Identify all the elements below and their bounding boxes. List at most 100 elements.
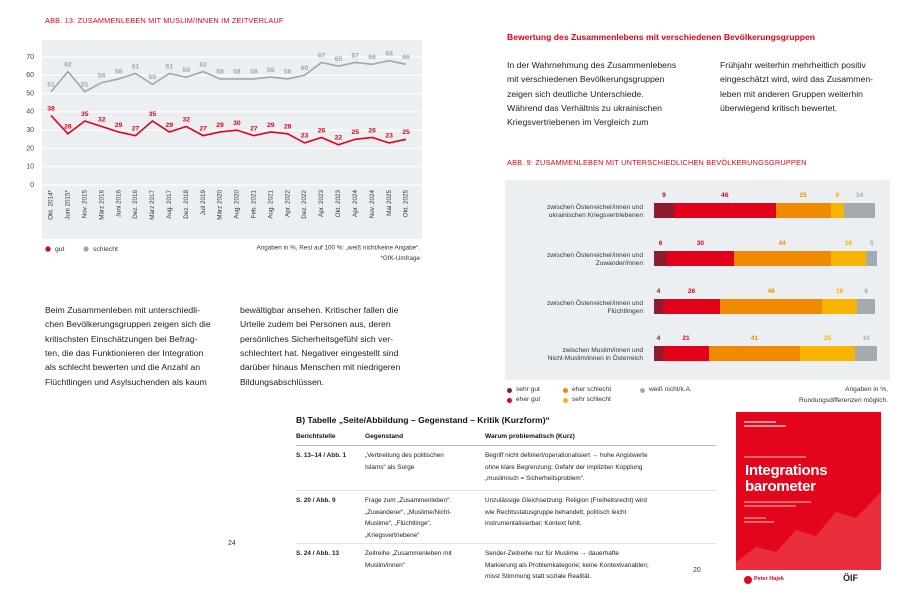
body-text: leben mit anderen Gruppen weiterhin (720, 88, 863, 99)
x-tick-label: März 2017 (149, 190, 156, 220)
data-label: 62 (199, 61, 207, 68)
data-label: 23 (385, 133, 393, 140)
data-label: 5 (869, 240, 874, 247)
body-text: überwiegend kritisch bewertet. (720, 102, 838, 113)
data-label: 66 (402, 54, 410, 61)
body-text: Bildungsabschlüssen. (240, 376, 325, 387)
category-label: zwischen Österreicher/innen und ukrainis… (546, 204, 643, 219)
cover-publisher: Peter Hajek (754, 576, 784, 582)
body-text: kritischsten Einschätzungen bei Befrag- (45, 333, 198, 344)
x-tick-label: Juni 2015* (65, 189, 72, 219)
data-label: 29 (166, 122, 174, 129)
data-label: 25 (799, 192, 807, 199)
data-label: 59 (267, 67, 275, 74)
cover-graphic (736, 492, 881, 570)
body-text: zeigen sich deutliche Unterschiede. (507, 88, 644, 99)
x-tick-label: Apr. 2023 (318, 190, 325, 217)
data-label: 38 (47, 105, 55, 112)
x-tick-label: Aug. 2020 (234, 190, 241, 219)
data-line (50, 59, 407, 93)
table-cell: Muslime“, „Flüchtlinge“, (365, 520, 432, 527)
table-cell: instrumentalisierbar; Kontext fehlt. (485, 520, 582, 527)
data-label: 27 (199, 125, 207, 132)
data-label: 26 (318, 127, 326, 134)
data-label: 16 (835, 288, 844, 295)
bar-segment (654, 346, 663, 361)
data-label: 58 (216, 69, 224, 76)
table-cell: Sender-Zeitreihe nur für Muslime → dauer… (485, 550, 619, 557)
bar-segment (720, 299, 822, 314)
data-label: 6 (835, 192, 840, 199)
body-text: darüber hinaus Menschen mit niedrigeren (240, 362, 401, 373)
data-label: 32 (182, 116, 190, 123)
table-cell: S. 20 / Abb. 9 (296, 497, 336, 504)
legend-marker (507, 398, 512, 403)
body-text: Kriegsvertriebenen im Vergleich zum (507, 117, 649, 128)
data-label: 21 (682, 335, 690, 342)
body-text: Während das Verhältnis zu ukrainischen (507, 102, 663, 113)
x-tick-label: Dez. 2016 (132, 190, 139, 219)
data-label: 22 (335, 135, 343, 142)
data-label: 59 (182, 67, 190, 74)
body-text: Frühjahr weiterhin mehrheitlich positiv (720, 60, 866, 70)
legend-label: gut (55, 246, 65, 253)
data-label: 68 (385, 50, 393, 57)
legend-label: sehr gut (516, 386, 540, 393)
chart-note: Rundungsdifferenzen möglich. (799, 396, 888, 404)
bar-segment (654, 299, 663, 314)
data-label: 25 (352, 129, 360, 136)
bar-segment (857, 299, 875, 314)
legend-label: weiß nicht/k.A. (649, 386, 692, 393)
bar-segment (654, 203, 674, 218)
data-label: 61 (166, 63, 174, 70)
data-label: 29 (216, 122, 224, 129)
data-label: 58 (233, 69, 241, 76)
cover-partner: ÖIF (843, 573, 858, 583)
x-tick-label: Mai 2025 (386, 190, 393, 216)
legend-label: sehr schlecht (572, 396, 611, 403)
data-label: 29 (115, 122, 123, 129)
y-tick-label: 30 (26, 127, 34, 134)
bar-segment (662, 346, 710, 361)
table-cell: misst Stimmung statt soziale Realität. (485, 573, 592, 580)
data-label: 8 (864, 288, 868, 295)
y-tick-label: 50 (26, 90, 34, 97)
legend-marker (563, 388, 568, 393)
publisher-logo (744, 576, 752, 584)
cover-footer (736, 570, 881, 590)
x-tick-label: Nov. 2015 (81, 190, 88, 219)
data-label: 28 (64, 124, 72, 131)
bar-segment (709, 346, 800, 361)
table-header: Warum problematisch (Kurz) (485, 433, 575, 440)
data-label: 62 (64, 61, 72, 68)
data-label: 46 (767, 288, 775, 295)
legend-label: eher schlecht (572, 386, 612, 393)
bar-segment (662, 299, 721, 314)
table-cell: S. 24 / Abb. 13 (296, 550, 340, 557)
data-label: 25 (823, 335, 832, 342)
data-label: 32 (98, 116, 106, 123)
x-tick-label: Juli 2019 (200, 190, 207, 216)
table-cell: Zeitreihe „Zusammenleben mit (365, 550, 452, 557)
table-cell: Frage zum „Zusammenleben“: (365, 497, 451, 504)
data-label: 26 (368, 127, 376, 134)
body-text: Flüchtlingen und Asylsuchenden als kaum (45, 376, 207, 387)
data-label: 65 (335, 56, 343, 63)
data-label: 56 (98, 72, 106, 79)
table-rule (296, 490, 716, 491)
x-tick-label: Okt. 2023 (335, 190, 342, 218)
category-label: zwischen Muslim/innen und Nicht-Muslim/i… (547, 347, 643, 362)
table-rule (296, 543, 716, 544)
bar-segment (855, 346, 878, 361)
bar-segment (821, 299, 858, 314)
table-header: Gegenstand (365, 433, 404, 440)
body-text: eingeschätzt wird, wird das Zusammen- (720, 74, 874, 85)
y-tick-label: 10 (26, 164, 34, 171)
legend-marker (45, 246, 51, 252)
bar-segment (830, 203, 845, 218)
data-label: 66 (368, 54, 376, 61)
data-label: 27 (250, 125, 258, 132)
bar-segment (667, 251, 734, 266)
table-cell: Muslim/innen“ (365, 561, 405, 569)
